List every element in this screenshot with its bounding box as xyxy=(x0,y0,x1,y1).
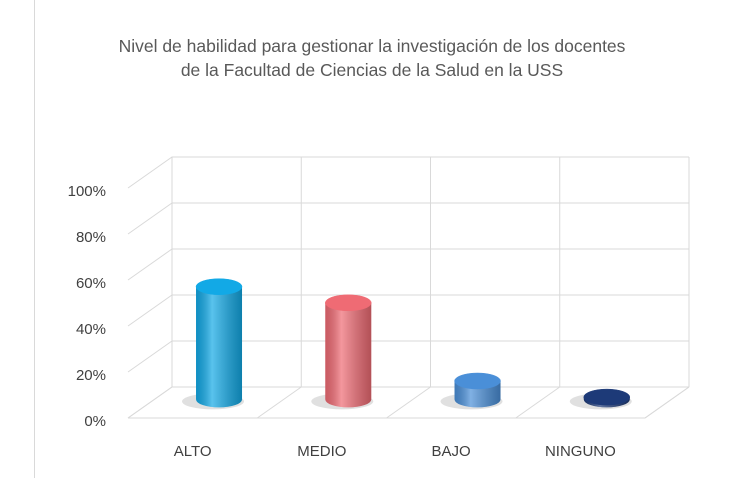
x-tick-label: MEDIO xyxy=(297,443,346,460)
y-tick-label: 0% xyxy=(84,413,106,430)
floor-divider xyxy=(256,386,302,419)
x-tick-label: NINGUNO xyxy=(545,443,616,460)
bar-top xyxy=(454,372,501,390)
y-tick-label: 80% xyxy=(76,229,106,246)
floor-divider xyxy=(515,386,561,419)
bar-top xyxy=(583,388,631,406)
x-tick-label: ALTO xyxy=(174,443,212,460)
floor-divider xyxy=(644,386,690,419)
bar-top xyxy=(195,278,243,295)
grid-line xyxy=(127,248,689,281)
y-tick-label: 60% xyxy=(76,275,106,292)
grid-line xyxy=(127,202,689,235)
y-tick-label: 20% xyxy=(76,367,106,384)
bar-top xyxy=(325,294,372,312)
x-tick-label: BAJO xyxy=(432,443,471,460)
y-tick-label: 40% xyxy=(76,321,106,338)
bar-shade xyxy=(325,302,372,408)
floor-divider xyxy=(127,386,173,419)
y-tick-label: 100% xyxy=(68,183,106,200)
bar-shade xyxy=(196,286,243,408)
grid-line xyxy=(127,156,689,189)
chart-title: Nivel de habilidad para gestionar la inv… xyxy=(118,36,626,80)
floor-divider xyxy=(386,386,431,419)
chart-frame xyxy=(34,0,35,478)
